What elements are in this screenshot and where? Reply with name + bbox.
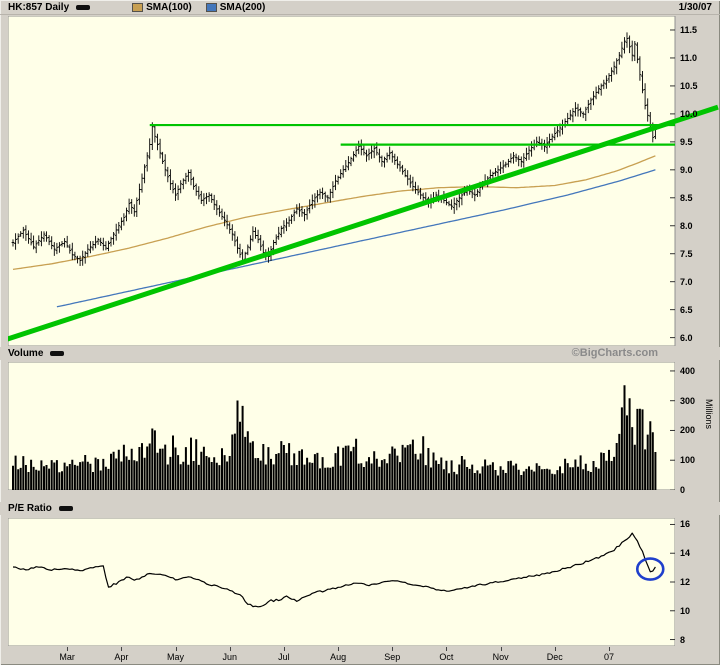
volume-panel-label: Volume: [8, 348, 44, 359]
sma100-label: SMA(100): [146, 1, 192, 13]
price-panel: [8, 16, 720, 346]
month-label: Sep: [384, 652, 401, 662]
main-collapse-handle[interactable]: [76, 4, 91, 10]
pe-collapse-handle[interactable]: [58, 506, 73, 511]
pe-strip: P/E Ratio: [0, 502, 720, 515]
pe-chart: [8, 518, 675, 646]
price-y-tick-label: 10.5: [680, 80, 698, 91]
price-y-axis: 11.5 11.0 10.5 10.0 9.5 9.0 8.5 8.0 7.5 7.0 6.5 6.0: [676, 16, 720, 346]
volume-chart: [8, 362, 675, 490]
month-tick: [500, 647, 502, 651]
chart-header: HK:857 Daily SMA(100) SMA(200) 1/30/07: [0, 0, 720, 15]
month-label: Aug: [330, 652, 347, 662]
price-y-tick-label: 10.0: [680, 108, 698, 119]
sma200-label: SMA(200): [219, 1, 266, 13]
month-tick: [608, 647, 610, 651]
volume-y-tick-label: 100: [680, 455, 696, 466]
volume-panel: [8, 362, 675, 490]
sma200-color-swatch: [205, 2, 217, 12]
month-label: Nov: [492, 652, 509, 662]
pe-y-tick-label: 16: [680, 519, 691, 530]
volume-y-tick-label: 300: [680, 395, 696, 406]
volume-y-tick-label: 400: [680, 365, 696, 376]
pe-y-tick-label: 10: [680, 605, 691, 616]
price-y-tick-label: 7.5: [680, 248, 693, 259]
uptrend-line: [8, 104, 719, 342]
pe-panel-label: P/E Ratio: [8, 503, 52, 514]
price-y-tick-label: 6.5: [680, 304, 693, 315]
price-y-tick-label: 9.0: [680, 164, 693, 175]
sma100-line: [12, 155, 656, 271]
price-y-tick-label: 9.5: [680, 136, 693, 147]
month-tick: [283, 647, 285, 651]
volume-bars: [12, 385, 657, 490]
month-label: May: [167, 652, 185, 662]
symbol-label: HK:857 Daily: [8, 1, 70, 13]
volume-y-tick-label: 200: [680, 425, 696, 436]
month-tick: [554, 647, 556, 651]
price-y-tick-label: 8.0: [680, 220, 693, 231]
month-label: Mar: [59, 652, 75, 662]
price-y-tick-label: 11.0: [680, 52, 698, 63]
volume-strip: Volume ©BigCharts.com: [0, 347, 720, 360]
month-label: Jul: [278, 652, 290, 662]
month-tick: [175, 647, 177, 651]
price-y-tick-label: 7.0: [680, 276, 693, 287]
month-label: Apr: [114, 652, 129, 662]
pe-annotation-circle: [635, 557, 665, 581]
price-y-tick-label: 6.0: [680, 332, 693, 343]
month-label: 07: [603, 652, 614, 662]
month-tick: [446, 647, 448, 651]
month-tick: [229, 647, 231, 651]
sma100-color-swatch: [132, 2, 144, 12]
pe-panel: [8, 518, 675, 646]
pe-y-tick-label: 8: [680, 634, 686, 645]
month-label: Jun: [222, 652, 237, 662]
bigcharts-watermark: ©BigCharts.com: [571, 347, 658, 359]
month-tick: [338, 647, 340, 651]
pe-y-tick-label: 14: [680, 548, 691, 559]
month-tick: [67, 647, 69, 651]
price-y-tick-label: 8.5: [680, 192, 693, 203]
price-chart: [8, 16, 719, 346]
millions-axis-label: Millions: [704, 399, 714, 430]
pe-line: [12, 532, 656, 608]
sma200-line: [56, 169, 656, 308]
volume-y-axis: 400 300 200 100 0: [676, 362, 720, 495]
x-axis-months: Mar Apr May Jun Jul Aug Sep Oct Nov Dec 07: [8, 647, 688, 665]
pe-plot-bg: [8, 518, 675, 646]
month-tick: [392, 647, 394, 651]
month-label: Dec: [546, 652, 563, 662]
volume-collapse-handle[interactable]: [50, 351, 65, 356]
chart-date-label: 1/30/07: [678, 1, 712, 13]
volume-y-tick-label: 0: [680, 485, 686, 495]
price-plot-bg: [8, 16, 676, 346]
price-y-tick-label: 11.5: [680, 24, 698, 35]
month-tick: [121, 647, 123, 651]
pe-y-tick-label: 12: [680, 577, 691, 587]
month-label: Oct: [439, 652, 454, 662]
pe-y-axis: 16 14 12 10 8: [676, 518, 720, 646]
